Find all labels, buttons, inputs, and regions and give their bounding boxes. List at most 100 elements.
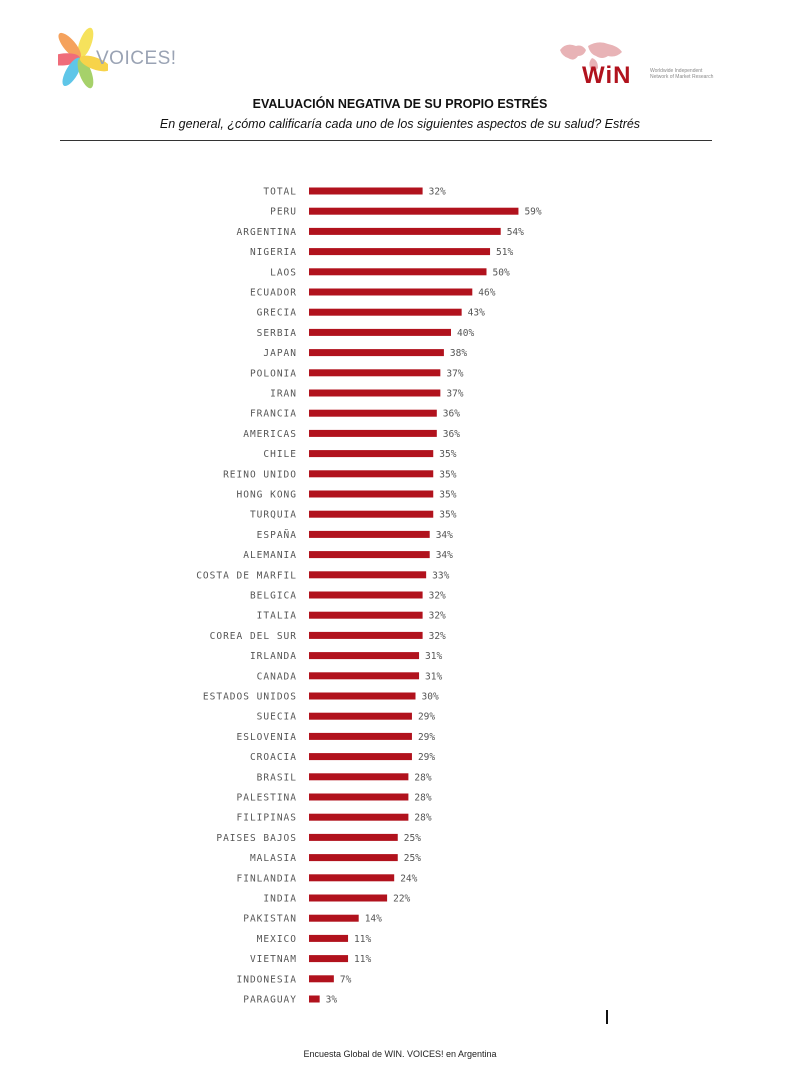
voices-logo-text: VOICES! [96, 48, 177, 69]
bar [309, 652, 420, 660]
category-label: ITALIA [257, 611, 297, 622]
bar [309, 813, 409, 821]
category-label: IRLANDA [250, 651, 297, 662]
bar [309, 510, 434, 518]
bar [309, 429, 437, 437]
value-label: 7% [340, 974, 352, 985]
value-label: 28% [414, 793, 431, 804]
value-label: 14% [365, 914, 382, 925]
bar [309, 833, 398, 841]
category-label: COREA DEL SUR [210, 631, 297, 642]
value-label: 33% [432, 570, 449, 581]
category-label: FILIPINAS [237, 813, 297, 824]
value-label: 11% [354, 934, 371, 945]
bar [309, 409, 437, 417]
footer-text: Encuesta Global de WIN. VOICES! en Argen… [303, 1049, 497, 1059]
bar [309, 773, 409, 781]
text-cursor [606, 1010, 608, 1024]
bar [309, 793, 409, 801]
value-label: 35% [439, 449, 456, 460]
bar [309, 308, 462, 316]
bar [309, 551, 430, 559]
category-label: FINLANDIA [237, 873, 297, 884]
bar [309, 450, 434, 458]
category-label: MEXICO [257, 934, 297, 945]
category-label: ALEMANIA [243, 550, 297, 561]
value-label: 36% [443, 409, 460, 420]
bar [309, 732, 412, 740]
value-label: 29% [418, 712, 435, 723]
bar [309, 248, 491, 256]
category-label: PALESTINA [237, 793, 297, 804]
bar [309, 328, 451, 336]
bar [309, 611, 423, 619]
bar [309, 631, 423, 639]
value-label: 29% [418, 732, 435, 743]
category-label: BELGICA [250, 591, 297, 602]
category-label: IRAN [270, 389, 297, 400]
win-logo: WiN Worldwide Independent Network of Mar… [556, 40, 716, 100]
bar [309, 490, 434, 498]
bar [309, 854, 398, 862]
category-label: PARAGUAY [243, 995, 297, 1006]
value-label: 32% [429, 591, 446, 602]
value-label: 24% [400, 873, 417, 884]
category-label: SUECIA [257, 712, 297, 723]
bar [309, 955, 349, 963]
value-label: 22% [393, 894, 410, 905]
category-label: VIETNAM [250, 954, 297, 965]
category-label: ECUADOR [250, 288, 297, 299]
category-label: PAISES BAJOS [216, 833, 297, 844]
bar [309, 389, 441, 397]
win-logo-tagline: Worldwide Independent Network of Market … [650, 68, 714, 80]
bar [309, 914, 359, 922]
category-label: TURQUIA [250, 510, 297, 521]
bar [309, 349, 444, 357]
bar [309, 692, 416, 700]
value-label: 54% [507, 227, 524, 238]
page-title: EVALUACIÓN NEGATIVA DE SU PROPIO ESTRÉS [252, 97, 548, 111]
value-label: 50% [493, 267, 510, 278]
bar [309, 894, 388, 902]
category-label: ESPAÑA [257, 530, 297, 541]
category-label: HONG KONG [237, 490, 297, 501]
voices-flower-icon [58, 27, 108, 89]
bar [309, 187, 423, 195]
category-label: FRANCIA [250, 409, 297, 420]
value-label: 59% [524, 207, 541, 218]
value-label: 37% [446, 368, 463, 379]
value-label: 40% [457, 328, 474, 339]
value-label: 11% [354, 954, 371, 965]
value-label: 31% [425, 671, 442, 682]
category-label: ESTADOS UNIDOS [203, 692, 297, 703]
category-label: INDIA [263, 894, 297, 905]
bar [309, 975, 334, 983]
category-label: AMERICAS [243, 429, 297, 440]
voices-logo: VOICES! [58, 22, 178, 94]
bar [309, 672, 420, 680]
category-label: REINO UNIDO [223, 469, 297, 480]
win-logo-text: WiN [582, 62, 632, 89]
category-label: BRASIL [257, 772, 297, 783]
category-label: INDONESIA [237, 974, 297, 985]
category-label: CHILE [263, 449, 297, 460]
bar [309, 995, 320, 1003]
bar [309, 530, 430, 538]
value-label: 28% [414, 813, 431, 824]
bar [309, 591, 423, 599]
bar [309, 470, 434, 478]
bar [309, 753, 412, 761]
category-label: POLONIA [250, 368, 297, 379]
category-label: PERU [270, 207, 297, 218]
category-label: ESLOVENIA [237, 732, 297, 743]
value-label: 34% [436, 530, 453, 541]
category-label: PAKISTAN [243, 914, 297, 925]
value-label: 35% [439, 510, 456, 521]
world-map-icon [560, 42, 622, 71]
value-label: 37% [446, 389, 463, 400]
bar [309, 288, 473, 296]
category-label: COSTA DE MARFIL [196, 570, 297, 581]
value-label: 32% [429, 611, 446, 622]
category-label: JAPAN [263, 348, 297, 359]
